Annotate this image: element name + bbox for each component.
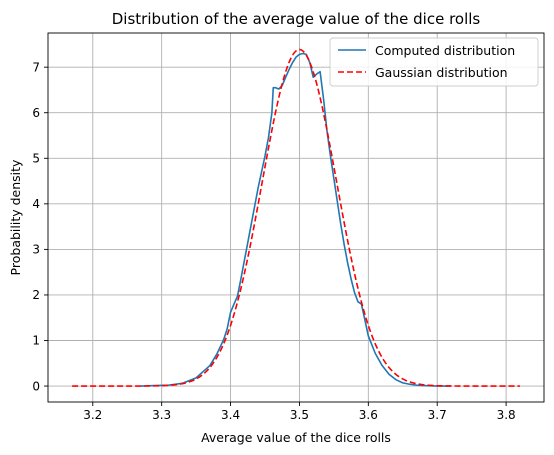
y-tick-label: 3: [32, 243, 40, 257]
plot-frame: [47, 32, 545, 403]
x-tick-label: 3.3: [152, 408, 171, 422]
series-line-computed: [140, 52, 451, 387]
x-tick-label: 3.8: [497, 408, 516, 422]
y-tick-label: 7: [32, 60, 40, 74]
series-line-gaussian: [72, 48, 520, 387]
y-tick-label: 4: [32, 197, 40, 211]
y-tick-label: 2: [32, 288, 40, 302]
x-tick-label: 3.2: [83, 408, 102, 422]
axis-ticks: 3.2 3.3 3.4 3.5 3.6 3.7 3.8 0 1 2 3 4 5 6 7: [32, 60, 515, 422]
y-axis-label: Probability density: [8, 159, 23, 275]
x-tick-label: 3.4: [221, 408, 240, 422]
legend-box: [329, 37, 539, 87]
y-tick-label: 1: [32, 334, 40, 348]
y-tick-label: 5: [32, 151, 40, 165]
y-tick-label: 0: [32, 379, 40, 393]
legend-label-computed: Computed distribution: [375, 43, 515, 58]
x-tick-label: 3.7: [428, 408, 447, 422]
grid-lines: [48, 33, 544, 402]
legend: Computed distribution Gaussian distribut…: [329, 37, 539, 87]
x-axis-label: Average value of the dice rolls: [201, 430, 391, 445]
chart-title: Distribution of the average value of the…: [112, 10, 481, 28]
series-lines: [72, 48, 520, 387]
legend-label-gaussian: Gaussian distribution: [375, 65, 508, 80]
y-tick-label: 6: [32, 106, 40, 120]
x-tick-label: 3.5: [290, 408, 309, 422]
x-tick-label: 3.6: [359, 408, 378, 422]
